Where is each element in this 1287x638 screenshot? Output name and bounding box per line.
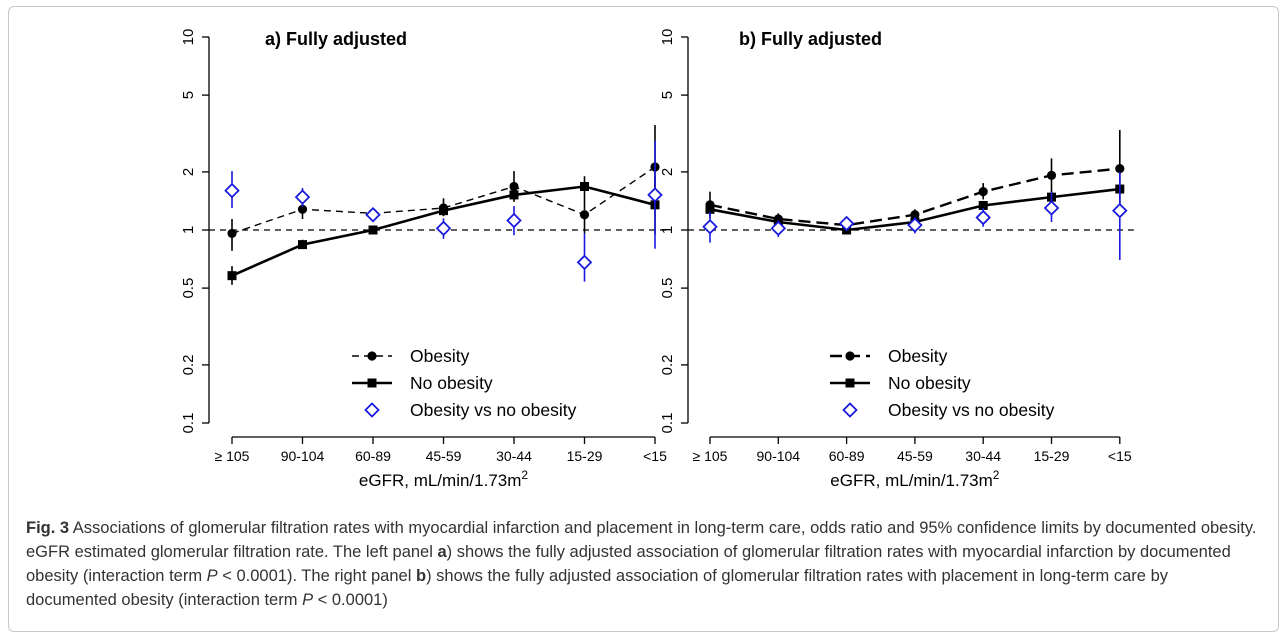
panel-a-obesity-point bbox=[227, 228, 237, 239]
caption-text-1: Associations of glomerular filtration ra… bbox=[26, 519, 1257, 561]
panel-a-obesity-vs-no-obesity-point bbox=[294, 189, 311, 205]
panel-b-x-axis-label: eGFR, mL/min/1.73m2 bbox=[830, 468, 1000, 490]
panel-a-obesity-point bbox=[297, 204, 308, 214]
panel-a-y-tick-label: 0.2 bbox=[180, 354, 197, 375]
panel-b-no-obesity-point bbox=[978, 200, 988, 210]
panel-b-obesity-vs-no-obesity-point bbox=[838, 215, 855, 232]
panel-a-obesity-vs-no-obesity-point bbox=[647, 187, 663, 203]
panel-b-obesity-vs-no-obesity-point bbox=[975, 209, 991, 226]
panel-a-legend-label: Obesity vs no obesity bbox=[410, 400, 577, 420]
caption-p-symbol-2: P bbox=[302, 591, 314, 609]
panel-a-no-obesity-point bbox=[368, 225, 378, 235]
panel-a-y-tick-label: 0.5 bbox=[180, 278, 197, 299]
panel-a-legend-label: No obesity bbox=[410, 373, 493, 393]
panel-a-x-tick-label: 60-89 bbox=[355, 448, 391, 464]
panel-a-no-obesity-point bbox=[298, 240, 307, 250]
panel-a-legend-marker bbox=[367, 378, 377, 388]
panel-b-x-tick-label: ≥ 105 bbox=[693, 448, 728, 464]
panel-a-obesity-vs-no-obesity-point bbox=[506, 212, 522, 229]
panel-a-obesity-vs-no-obesity-point bbox=[365, 206, 381, 223]
panel-b-obesity-vs-no-obesity-point bbox=[702, 218, 718, 235]
panel-a-obesity-point bbox=[509, 181, 519, 192]
panel-a-no-obesity-point bbox=[580, 182, 589, 192]
figure-frame bbox=[8, 6, 1279, 632]
panel-b-legend-marker bbox=[845, 351, 855, 361]
panel-a-obesity-point bbox=[579, 210, 590, 220]
caption-p-symbol-1: P bbox=[206, 567, 218, 585]
panel-b-legend-label: Obesity bbox=[888, 346, 948, 366]
panel-a-x-tick-label: 90-104 bbox=[281, 448, 325, 464]
panel-b-obesity-point bbox=[910, 210, 920, 220]
panel-b-legend-label: Obesity vs no obesity bbox=[888, 400, 1055, 420]
caption-figure-label: Fig. 3 bbox=[26, 519, 70, 537]
panel-b-legend-label: No obesity bbox=[888, 373, 971, 393]
panel-b-legend-marker bbox=[842, 402, 858, 418]
panel-a-no-obesity-point bbox=[439, 206, 448, 216]
panel-a-x-tick-label: <15 bbox=[643, 448, 667, 464]
panel-a-no-obesity-point bbox=[509, 190, 519, 200]
panel-a-x-axis-label: eGFR, mL/min/1.73m2 bbox=[359, 468, 529, 490]
panel-a-legend-marker bbox=[364, 402, 380, 418]
panel-a-no-obesity-point bbox=[227, 271, 237, 281]
panel-b-x-tick-label: 60-89 bbox=[829, 448, 865, 464]
panel-a-obesity-vs-no-obesity-point bbox=[576, 254, 593, 271]
panel-b-x-tick-label: 90-104 bbox=[757, 448, 801, 464]
panel-b-legend: Obesity No obesity Obesity vs no obesity bbox=[830, 346, 1055, 420]
panel-b-obesity-vs-no-obesity-series bbox=[702, 171, 1128, 260]
panel-a-y-tick-label: 1 bbox=[180, 226, 197, 234]
panel-a-obesity-vs-no-obesity-point bbox=[224, 182, 240, 199]
panel-a-y-tick-label: 5 bbox=[180, 91, 197, 99]
panel-b-y-tick-label: 0.5 bbox=[659, 278, 676, 299]
panel-b-obesity-vs-no-obesity-point bbox=[770, 220, 787, 237]
panel-b-y-tick-label: 2 bbox=[659, 168, 676, 176]
panel-a-y-tick-label: 10 bbox=[180, 29, 197, 46]
panel-b-x-tick-label: 30-44 bbox=[965, 448, 1001, 464]
panel-b-legend-marker bbox=[845, 378, 855, 388]
figure-caption: Fig. 3 Associations of glomerular filtra… bbox=[26, 516, 1261, 612]
panel-b-obesity-point bbox=[978, 187, 988, 197]
panel-b-title: b) Fully adjusted bbox=[739, 29, 882, 49]
caption-panel-b-ref: b bbox=[415, 567, 427, 585]
panel-b-y-tick-label: 0.2 bbox=[659, 354, 676, 375]
panel-b-no-obesity-point bbox=[705, 204, 715, 214]
panel-a-title: a) Fully adjusted bbox=[265, 29, 407, 49]
panel-b-obesity-vs-no-obesity-point bbox=[1043, 200, 1060, 216]
panel-b-x-tick-label: 15-29 bbox=[1034, 448, 1070, 464]
panel-a-obesity-vs-no-obesity-series bbox=[224, 140, 663, 282]
panel-a-x-tick-label: 45-59 bbox=[426, 448, 462, 464]
panel-b-obesity-vs-no-obesity-point bbox=[1112, 202, 1128, 219]
panel-b-y-tick-label: 10 bbox=[659, 29, 676, 46]
caption-text-2: ) shows the fully adjusted association o… bbox=[26, 543, 1231, 585]
panel-b-obesity-vs-no-obesity-point bbox=[907, 217, 923, 233]
panel-a-obesity-vs-no-obesity-point bbox=[435, 220, 452, 237]
panel-a: 0.1 0.2 0.5 1 2 5 10 ≥ 105 90-104 60-89 45-59 30-44… bbox=[180, 29, 669, 490]
caption-text-4: ) shows the fully adjusted association o… bbox=[26, 567, 1168, 609]
panel-b-x-tick-label: 45-59 bbox=[897, 448, 933, 464]
caption-text-3: < 0.0001). The right panel bbox=[217, 567, 416, 585]
panel-a-x-tick-label: ≥ 105 bbox=[215, 448, 250, 464]
panel-b-obesity-point bbox=[1046, 170, 1057, 180]
panel-a-legend: Obesity No obesity Obesity vs no obesity bbox=[352, 346, 577, 420]
panel-b-x-axis-label-superscript: 2 bbox=[993, 468, 1000, 482]
panel-a-legend-label: Obesity bbox=[410, 346, 470, 366]
panel-a-x-axis-label-superscript: 2 bbox=[521, 468, 528, 482]
panel-b-obesity-point bbox=[1115, 164, 1125, 174]
panel-a-y-tick-label: 0.1 bbox=[180, 413, 197, 434]
panel-b: 0.1 0.2 0.5 1 2 5 10 ≥ 105 90-104 60-89 45-59 30-44… bbox=[659, 29, 1134, 490]
panel-b-x-tick-label: <15 bbox=[1108, 448, 1132, 464]
caption-text-5: < 0.0001) bbox=[313, 591, 388, 609]
caption-panel-a-ref: a bbox=[437, 543, 447, 561]
panel-b-y-tick-label: 1 bbox=[659, 226, 676, 234]
panel-b-obesity-series bbox=[705, 129, 1125, 230]
panel-a-x-tick-label: 30-44 bbox=[496, 448, 532, 464]
panel-b-y-tick-label: 5 bbox=[659, 91, 676, 99]
panel-b-y-tick-label: 0.1 bbox=[659, 413, 676, 434]
panel-a-x-tick-label: 15-29 bbox=[567, 448, 603, 464]
panel-a-y-tick-label: 2 bbox=[180, 168, 197, 176]
panel-a-legend-marker bbox=[367, 351, 377, 361]
